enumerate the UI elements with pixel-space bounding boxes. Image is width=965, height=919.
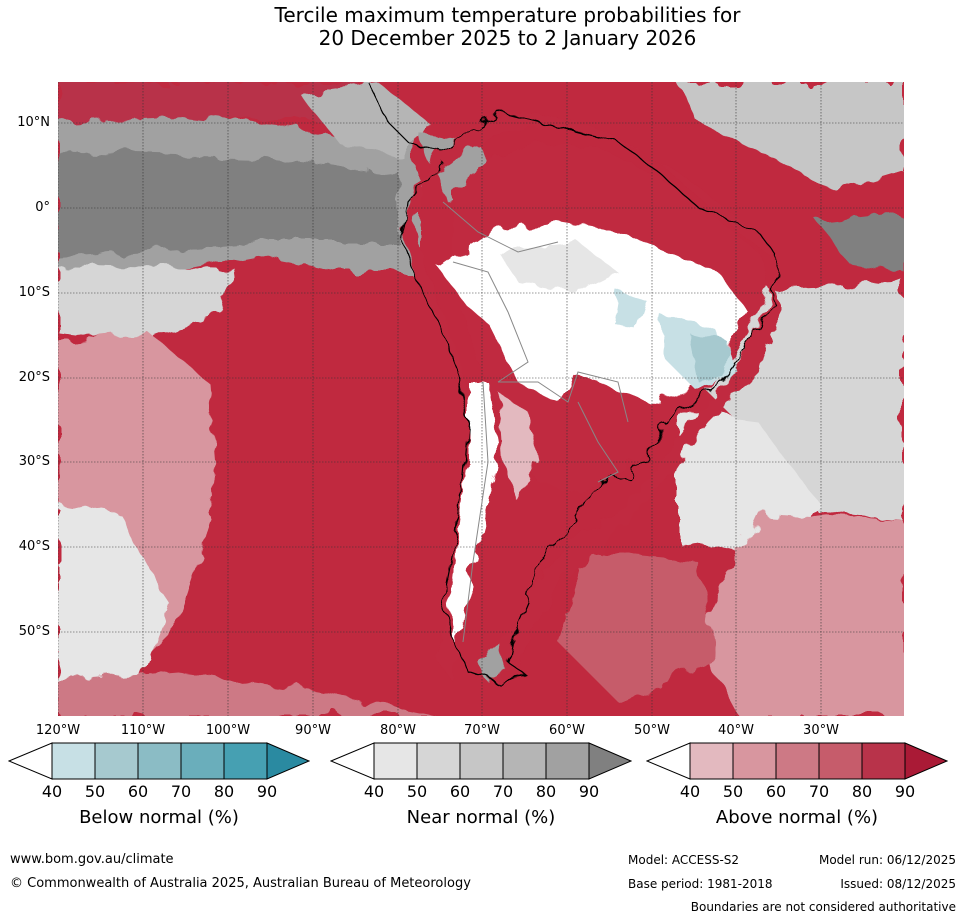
colorbar-above-tick: 50 <box>722 782 744 801</box>
lon-label-100w: 100°W <box>205 723 251 738</box>
region-atlantic-ne-grey <box>678 82 904 192</box>
lon-label-120w: 120°W <box>35 723 81 738</box>
footer-issued: Issued: 08/12/2025 <box>840 877 956 891</box>
colorbar-below-swatch-2 <box>94 742 139 780</box>
colorbar-above-tick: 90 <box>894 782 916 801</box>
colorbar-below-tick: 70 <box>170 782 192 801</box>
colorbar-above-tick: 70 <box>808 782 830 801</box>
colorbar-above-swatch-1 <box>689 742 734 780</box>
region-atlantic-darkgrey <box>818 212 904 272</box>
colorbar-near-tick: 60 <box>449 782 471 801</box>
colorbar-near-tick: 50 <box>406 782 428 801</box>
region-south-pacific-pink <box>58 672 438 716</box>
colorbar-above-swatch-3 <box>775 742 820 780</box>
colorbar-below-swatch-5 <box>223 742 268 780</box>
colorbar-below-tick: 40 <box>41 782 63 801</box>
colorbar-above-swatch-5 <box>861 742 906 780</box>
land-bolivia-white <box>488 322 578 402</box>
lon-label-90w: 90°W <box>295 723 331 738</box>
lat-label-40s: 40°S <box>18 539 50 554</box>
lat-label-10s: 10°S <box>18 285 50 300</box>
lat-label-0: 0° <box>35 200 50 215</box>
colorbar-below-tick: 90 <box>256 782 278 801</box>
lat-label-20s: 20°S <box>18 370 50 385</box>
footer-disclaimer: Boundaries are not considered authoritat… <box>690 900 956 914</box>
border-peru <box>452 261 529 383</box>
border-paraguay <box>577 401 619 483</box>
title-line-2: 20 December 2025 to 2 January 2026 <box>318 26 697 50</box>
colorbar-above-swatch-4 <box>818 742 863 780</box>
colorbar-below-tick: 50 <box>84 782 106 801</box>
colorbar-above-tick: 40 <box>679 782 701 801</box>
colorbar-near-swatch-5 <box>545 742 590 780</box>
border-bolivia <box>498 371 629 423</box>
land-amazon-grey <box>498 242 618 292</box>
colorbar-below-label: Below normal (%) <box>79 807 239 828</box>
lon-label-40w: 40°W <box>718 723 754 738</box>
land-brazil-blue-2 <box>688 332 728 382</box>
colorbar-near-label: Near normal (%) <box>406 807 556 828</box>
region-argentine-basin <box>558 552 718 702</box>
colorbar-below-tick: 60 <box>127 782 149 801</box>
colorbar-near-tick: 80 <box>535 782 557 801</box>
footer-model: Model: ACCESS-S2 <box>628 853 740 867</box>
colorbar-near-tick: 40 <box>363 782 385 801</box>
coastline <box>367 82 779 683</box>
footer-website: www.bom.gov.au/climate <box>10 852 174 867</box>
colorbar-near-swatch-4 <box>502 742 547 780</box>
region-sw-pacific-grey <box>58 502 168 716</box>
land-mato-grosso-blue <box>613 292 648 332</box>
footer-base-period: Base period: 1981-2018 <box>628 877 773 891</box>
footer-model-run: Model run: 06/12/2025 <box>818 853 956 867</box>
colorbar-below-high-arrow <box>266 742 310 780</box>
chart-title: Tercile maximum temperature probabilitie… <box>0 4 965 50</box>
footer-copyright: © Commonwealth of Australia 2025, Austra… <box>10 876 471 891</box>
map-svg <box>58 82 904 716</box>
probability-map <box>58 82 904 716</box>
colorbar-above-label: Above normal (%) <box>715 807 879 828</box>
colorbar-near-tick: 90 <box>578 782 600 801</box>
lon-label-30w: 30°W <box>803 723 839 738</box>
colorbar-below-swatch-3 <box>137 742 182 780</box>
colorbar-near <box>330 742 632 780</box>
lat-label-10n: 10°N <box>17 115 50 130</box>
colorbar-near-low-arrow <box>330 742 375 780</box>
lon-label-80w: 80°W <box>380 723 416 738</box>
colorbar-above-tick: 80 <box>851 782 873 801</box>
colorbar-near-swatch-1 <box>373 742 418 780</box>
colorbar-above-tick: 60 <box>765 782 787 801</box>
lat-label-50s: 50°S <box>18 624 50 639</box>
lat-label-30s: 30°S <box>18 454 50 469</box>
colorbar-above <box>646 742 948 780</box>
lon-label-50w: 50°W <box>634 723 670 738</box>
country-borders <box>442 201 629 643</box>
region-pacific-lightgrey <box>58 267 238 342</box>
region-central-america-grey <box>298 82 428 162</box>
colorbar-below-swatch-1 <box>51 742 96 780</box>
colorbar-near-high-arrow <box>588 742 632 780</box>
graticule <box>58 82 904 716</box>
colorbar-below <box>8 742 310 780</box>
region-far-south-atlantic <box>698 512 904 716</box>
colorbar-above-high-arrow <box>904 742 948 780</box>
land-andes-pink <box>498 392 538 502</box>
lon-label-110w: 110°W <box>120 723 166 738</box>
colorbar-near-swatch-3 <box>459 742 504 780</box>
land-patagonia-grey <box>478 642 508 682</box>
border-chile-argentina <box>462 381 489 643</box>
land-andes-white <box>450 382 498 642</box>
colorbar-below-swatch-4 <box>180 742 225 780</box>
colorbar-near-tick: 70 <box>492 782 514 801</box>
colorbar-above-swatch-2 <box>732 742 777 780</box>
border-colombia <box>442 201 559 253</box>
lon-label-60w: 60°W <box>549 723 585 738</box>
lon-label-70w: 70°W <box>464 723 500 738</box>
colorbar-below-tick: 80 <box>213 782 235 801</box>
colorbar-above-low-arrow <box>646 742 691 780</box>
colorbar-near-swatch-2 <box>416 742 461 780</box>
title-line-1: Tercile maximum temperature probabilitie… <box>274 3 741 27</box>
colorbar-below-low-arrow <box>8 742 53 780</box>
